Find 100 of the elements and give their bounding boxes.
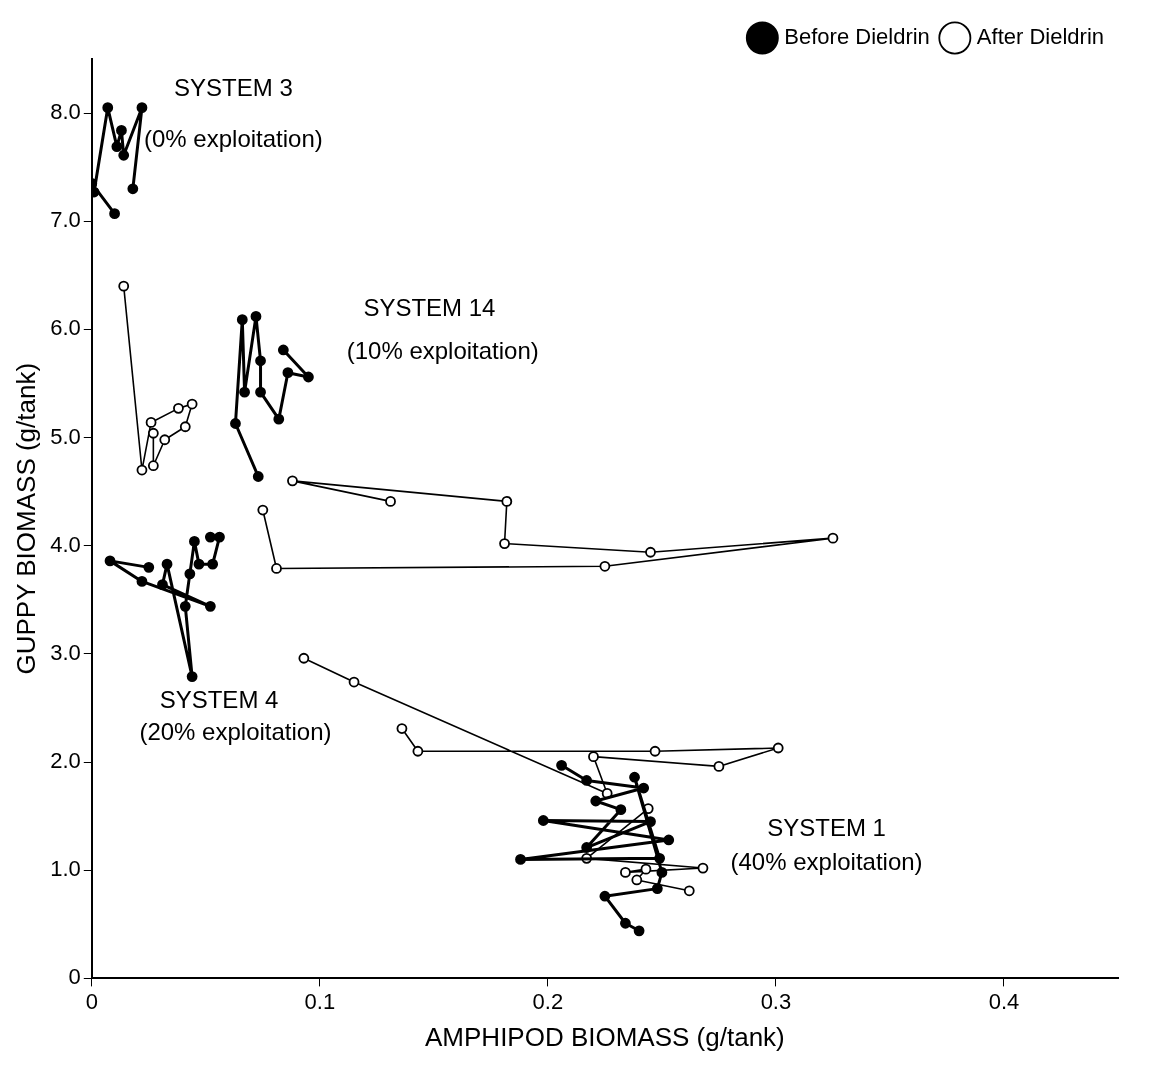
annotation: SYSTEM 3 [174, 73, 293, 101]
point [615, 804, 627, 816]
point [412, 745, 424, 757]
point [109, 208, 120, 220]
point [147, 460, 159, 472]
y-axis-title: GUPPY BIOMASS (g/tank) [10, 362, 41, 675]
point [649, 745, 661, 757]
y-tick-label: 2.0 [50, 748, 81, 774]
x-tick-label: 0 [85, 988, 98, 1014]
point [556, 759, 567, 771]
point [111, 141, 123, 153]
point [173, 402, 184, 414]
point [214, 531, 225, 543]
point [273, 413, 285, 425]
point [136, 464, 148, 476]
point [515, 854, 526, 865]
point [184, 568, 196, 580]
point [116, 124, 127, 136]
annotation: (40% exploitation) [730, 848, 923, 876]
point [599, 560, 611, 572]
y-tick-label: 4.0 [50, 531, 81, 557]
point [157, 579, 168, 591]
point [638, 782, 650, 794]
point [136, 576, 148, 587]
annotation: SYSTEM 1 [767, 814, 886, 842]
point [230, 418, 241, 429]
y-tick-label: 6.0 [50, 315, 81, 341]
point [385, 495, 396, 507]
point [189, 536, 200, 547]
point [645, 546, 656, 558]
x-tick-label: 0.4 [988, 988, 1020, 1014]
point [656, 867, 668, 878]
point [303, 371, 314, 383]
y-tick-label: 1.0 [50, 856, 81, 882]
legend-label: After Dieldrin [976, 24, 1104, 50]
point [104, 555, 116, 567]
x-tick-label: 0.3 [760, 988, 792, 1014]
point [713, 761, 725, 772]
point [186, 671, 198, 683]
point [145, 417, 157, 428]
annotation: SYSTEM 4 [159, 686, 279, 714]
point [143, 561, 155, 573]
point [186, 398, 198, 410]
point [590, 795, 602, 807]
point [588, 751, 599, 763]
point [348, 676, 360, 688]
point [277, 344, 289, 356]
y-tick-label: 5.0 [50, 423, 81, 449]
point [581, 842, 593, 853]
point [663, 834, 675, 846]
point [255, 355, 266, 367]
point [161, 558, 173, 570]
point [271, 563, 282, 574]
point [499, 538, 510, 549]
y-tick-label: 8.0 [50, 99, 81, 125]
point [654, 852, 666, 864]
y-tick-label: 0 [68, 964, 81, 990]
point [204, 531, 216, 543]
point [501, 495, 513, 507]
point [537, 815, 549, 826]
point [239, 386, 250, 398]
point [179, 421, 191, 433]
y-tick-label: 7.0 [50, 207, 81, 233]
legend-label: Before Dieldrin [784, 24, 930, 50]
point [620, 867, 631, 878]
point [651, 883, 663, 895]
point [683, 885, 695, 897]
point [287, 475, 298, 487]
point [179, 600, 191, 612]
x-axis-title: AMPHIPOD BIOMASS (g/tank) [425, 1021, 785, 1052]
point [102, 102, 114, 114]
point [645, 816, 656, 827]
point [252, 471, 264, 482]
point [282, 367, 294, 379]
point [396, 723, 408, 734]
point [207, 558, 219, 570]
point [633, 925, 645, 937]
point [236, 314, 248, 326]
point [193, 558, 205, 570]
point [640, 863, 652, 875]
point [118, 280, 130, 292]
point [631, 874, 643, 886]
annotation: SYSTEM 14 [363, 293, 496, 321]
point [827, 532, 839, 544]
point [127, 183, 139, 195]
y-tick-label: 3.0 [50, 639, 81, 665]
point [257, 504, 269, 516]
point [204, 600, 216, 612]
point [298, 652, 310, 664]
annotation: (10% exploitation) [346, 336, 539, 364]
annotation: (20% exploitation) [139, 718, 332, 746]
x-tick-label: 0.1 [304, 988, 336, 1014]
point [159, 434, 171, 446]
point [697, 862, 709, 874]
annotation: (0% exploitation) [144, 125, 323, 153]
point [118, 149, 130, 161]
point [136, 102, 148, 114]
point [620, 917, 631, 929]
point [629, 771, 640, 783]
point [250, 311, 262, 322]
